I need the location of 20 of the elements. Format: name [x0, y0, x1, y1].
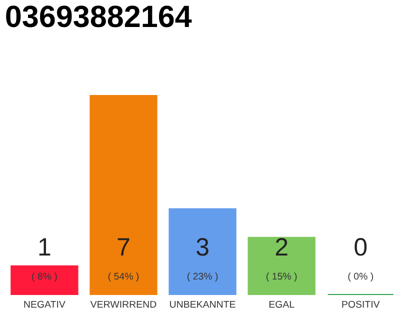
- x-tick-label: UNBEKANNTE: [170, 300, 236, 308]
- data-label: 3: [196, 238, 208, 256]
- x-tick-label: NEGATIV: [24, 300, 66, 308]
- annotation: ( 8% ): [32, 272, 57, 282]
- annotation: ( 54% ): [108, 272, 139, 282]
- bar: [248, 236, 316, 296]
- annotation: ( 0% ): [348, 272, 373, 282]
- x-tick-label: VERWIRREND: [90, 300, 156, 308]
- data-label: 0: [354, 238, 367, 256]
- x-tick-label: EGAL: [269, 300, 294, 308]
- bar: [10, 265, 78, 296]
- data-label: 1: [39, 238, 50, 256]
- data-label: 7: [118, 238, 130, 256]
- annotation: ( 23% ): [187, 272, 218, 282]
- x-tick-label: POSITIV: [342, 300, 380, 308]
- data-label: 2: [276, 238, 288, 256]
- bar: [90, 95, 158, 296]
- bar: [168, 208, 236, 296]
- chart-title: 03693882164: [6, 6, 192, 28]
- annotation: ( 15% ): [266, 272, 297, 282]
